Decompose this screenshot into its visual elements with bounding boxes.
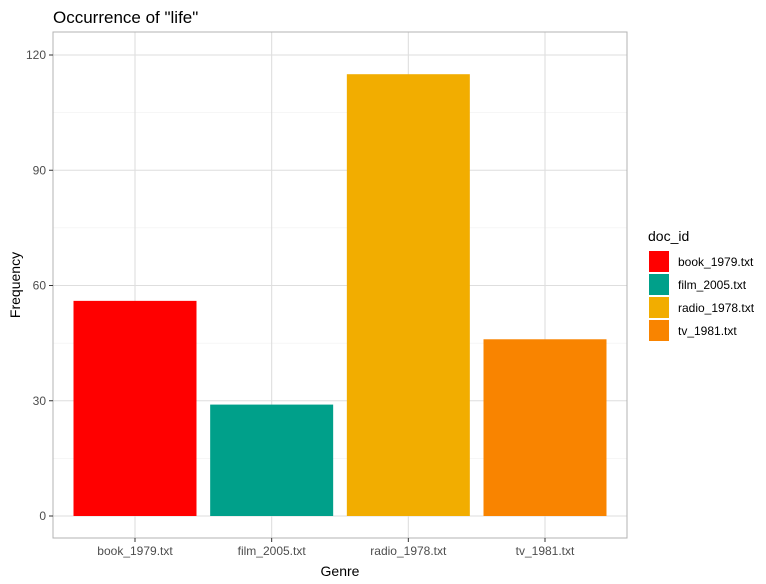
y-axis: 0 30 60 90 120 [26,48,53,523]
bar [483,339,607,516]
x-tick-label: book_1979.txt [97,544,173,558]
bar [73,300,197,516]
legend-label: tv_1981.txt [678,324,737,338]
y-tick-label: 0 [39,509,46,523]
x-axis-title: Genre [321,563,360,579]
x-axis: book_1979.txt film_2005.txt radio_1978.txt… [97,538,575,558]
legend-title: doc_id [648,228,689,244]
bar [346,74,470,516]
x-tick-label: radio_1978.txt [370,544,447,558]
x-tick-label: tv_1981.txt [516,544,575,558]
y-axis-title: Frequency [7,252,23,318]
y-tick-label: 90 [33,163,47,177]
y-tick-label: 30 [33,394,47,408]
x-tick-label: film_2005.txt [238,544,307,558]
legend-label: radio_1978.txt [678,301,755,315]
legend-label: book_1979.txt [678,255,754,269]
legend-swatch [649,297,669,318]
y-tick-label: 60 [33,279,47,293]
legend-swatch [649,251,669,272]
bars [73,74,607,516]
legend-label: film_2005.txt [678,278,747,292]
legend-swatch [649,274,669,295]
chart-title: Occurrence of "life" [53,8,198,27]
y-tick-label: 120 [26,48,46,62]
legend-items: book_1979.txt film_2005.txt radio_1978.txt… [649,251,755,341]
legend: doc_id book_1979.txt film_2005.txt radio_1… [648,228,755,341]
legend-swatch [649,320,669,341]
bar [210,404,334,516]
